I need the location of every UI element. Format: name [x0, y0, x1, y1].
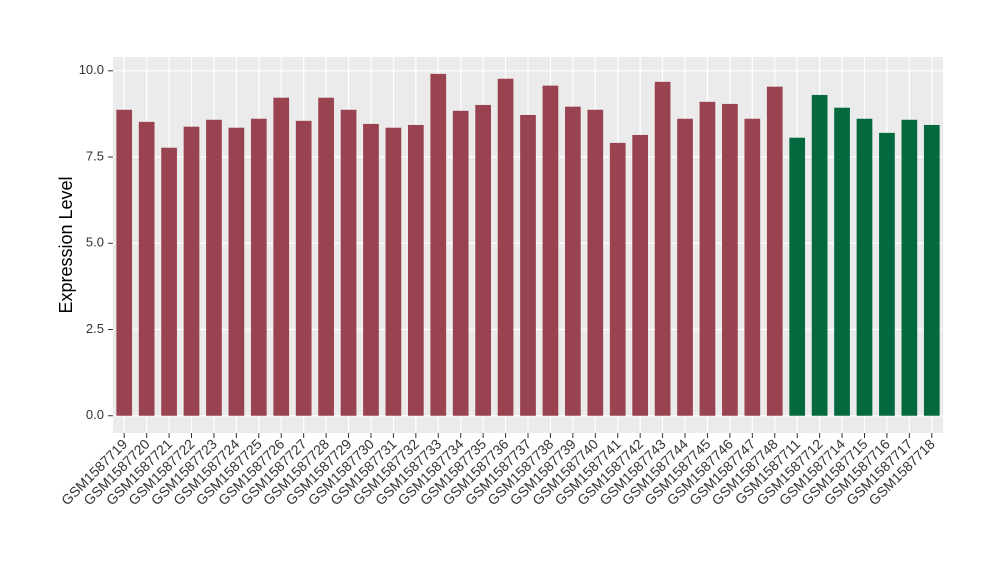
- bar: [497, 78, 514, 416]
- bar: [879, 132, 895, 416]
- bar: [363, 123, 379, 416]
- bar: [452, 110, 469, 416]
- bar: [430, 73, 447, 416]
- y-tick-label: 5.0: [86, 235, 104, 250]
- bar: [520, 114, 536, 416]
- bar: [699, 101, 716, 416]
- y-tick-label: 0.0: [86, 407, 104, 422]
- bar: [609, 142, 626, 416]
- bar: [318, 97, 334, 416]
- bar: [542, 85, 559, 416]
- bar: [856, 118, 873, 416]
- bar: [923, 124, 940, 416]
- bar: [407, 124, 424, 416]
- y-tick-label: 10.0: [79, 62, 104, 77]
- bar: [228, 127, 245, 416]
- bar: [766, 86, 783, 416]
- bar: [250, 118, 267, 416]
- bar: [565, 106, 581, 416]
- bar: [811, 94, 828, 416]
- bar: [901, 119, 918, 416]
- bar: [475, 104, 491, 416]
- bar: [273, 97, 290, 416]
- bar: [654, 81, 671, 416]
- y-tick-label: 2.5: [86, 321, 104, 336]
- bar: [206, 119, 222, 416]
- y-axis-label: Expression Level: [56, 176, 76, 313]
- bar: [340, 109, 357, 416]
- bar: [834, 107, 850, 416]
- y-tick-label: 7.5: [86, 148, 104, 163]
- bar: [161, 147, 177, 416]
- bar: [138, 121, 155, 416]
- bar: [385, 127, 402, 416]
- bar: [677, 118, 693, 416]
- bar: [722, 103, 738, 416]
- bar: [183, 126, 200, 416]
- bar: [295, 120, 312, 416]
- bar: [632, 134, 649, 416]
- bar: [744, 118, 761, 416]
- bar: [587, 109, 604, 416]
- bar: [116, 109, 133, 416]
- bar: [789, 137, 806, 416]
